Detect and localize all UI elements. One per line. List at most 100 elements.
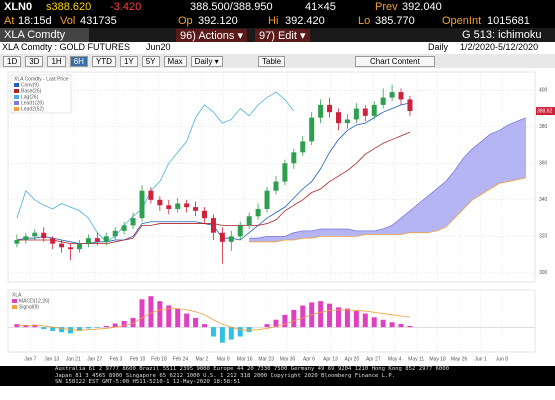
histogram-bar bbox=[282, 314, 288, 328]
histogram-bar bbox=[264, 324, 270, 328]
range-button[interactable]: 6H bbox=[69, 56, 88, 67]
last-price-label: 388.62 bbox=[537, 108, 553, 114]
histogram-bar bbox=[300, 305, 306, 328]
y-tick-label: 340 bbox=[539, 197, 548, 203]
last-price-tag bbox=[536, 107, 555, 116]
histogram-bar bbox=[59, 327, 65, 333]
time-label: At bbox=[4, 15, 15, 27]
candle-body bbox=[335, 112, 341, 124]
prev-label: Prev bbox=[375, 1, 398, 13]
candle-body bbox=[94, 238, 100, 242]
chart-content-button[interactable]: Chart Content bbox=[355, 56, 435, 67]
low-label: Lo bbox=[358, 15, 371, 27]
x-tick-label: May 11 bbox=[408, 356, 424, 362]
histogram-bar bbox=[202, 324, 208, 328]
x-tick-label: Feb 3 bbox=[110, 356, 123, 362]
candle-body bbox=[389, 92, 395, 98]
histogram-bar bbox=[398, 324, 404, 328]
legend-title: XLA bbox=[12, 292, 22, 298]
candle-body bbox=[41, 232, 47, 239]
footer-line: Australia 61 2 9777 8600 Brazil 5511 239… bbox=[55, 366, 450, 372]
legend-label: Lag(26) bbox=[21, 94, 39, 100]
histogram-bar bbox=[68, 327, 74, 334]
histogram-bar bbox=[85, 327, 91, 329]
legend-label: Base(26) bbox=[21, 88, 42, 94]
table-button[interactable]: Table bbox=[258, 56, 286, 67]
bid-ask: 388.500/388.950 bbox=[190, 1, 273, 13]
histogram-bar bbox=[291, 309, 297, 328]
range-button[interactable]: YTD bbox=[91, 56, 116, 67]
candle-body bbox=[76, 243, 82, 250]
histogram-bar bbox=[344, 308, 350, 328]
security[interactable]: XLA Comdty bbox=[0, 28, 90, 42]
range-button[interactable]: Daily ▾ bbox=[190, 56, 223, 67]
candle-body bbox=[157, 199, 163, 206]
legend-swatch bbox=[14, 95, 19, 99]
candle-body bbox=[32, 232, 38, 237]
candle-body bbox=[50, 238, 56, 244]
histogram-bar bbox=[175, 308, 181, 328]
histogram-bar bbox=[353, 311, 359, 328]
high: 392.420 bbox=[285, 15, 325, 27]
size: 41×45 bbox=[305, 1, 336, 13]
candle-body bbox=[344, 119, 350, 124]
function: G 513: ichimoku bbox=[462, 29, 542, 41]
histogram-bar bbox=[94, 327, 100, 328]
histogram-bar bbox=[389, 322, 395, 328]
x-tick-label: Jun 1 bbox=[474, 356, 486, 362]
histogram-bar bbox=[407, 325, 413, 328]
candle-body bbox=[210, 218, 216, 233]
candle-body bbox=[103, 236, 109, 242]
y-tick-label: 400 bbox=[539, 88, 548, 94]
footer-line: SN 158122 EST GMT-5:00 H511-5210-1 12-Ma… bbox=[55, 379, 241, 385]
candle-body bbox=[353, 108, 359, 120]
legend-label: MACD(12,26) bbox=[19, 298, 50, 304]
histogram-bar bbox=[327, 303, 333, 328]
button-bar: Table Chart Content 1D 3D 1H 6H YTD 1Y 5Y Max Da… bbox=[0, 54, 555, 68]
x-tick-label: Jun 8 bbox=[496, 356, 508, 362]
candle-body bbox=[175, 203, 181, 209]
range-button[interactable]: 1Y bbox=[119, 56, 138, 67]
x-tick-label: May 4 bbox=[388, 356, 402, 362]
high-label: Hi bbox=[268, 15, 279, 27]
edit-menu[interactable]: 97) Edit ▾ bbox=[255, 29, 310, 42]
candle-body bbox=[112, 230, 118, 237]
footer-line: Japan 81 3 4565 8900 Singapore 65 6212 1… bbox=[55, 372, 396, 379]
histogram-bar bbox=[362, 313, 368, 328]
histogram-bar bbox=[121, 321, 127, 328]
range-button[interactable]: Max bbox=[163, 56, 187, 67]
candle-body bbox=[139, 190, 145, 219]
histogram-bar bbox=[228, 327, 234, 340]
histogram-bar bbox=[50, 327, 56, 331]
legend-label: Signal(9) bbox=[19, 304, 39, 310]
contract: Jun20 bbox=[146, 42, 171, 52]
x-tick-label: Mar 2 bbox=[195, 356, 208, 362]
histogram-bar bbox=[380, 319, 386, 328]
x-tick-label: Feb 18 bbox=[151, 356, 167, 362]
candle-body bbox=[14, 240, 20, 244]
x-tick-label: Mar 23 bbox=[258, 356, 274, 362]
histogram-bar bbox=[103, 325, 109, 328]
indicator-line bbox=[249, 117, 527, 239]
legend-label: Lead2(52) bbox=[21, 106, 44, 112]
range-button[interactable]: 5Y bbox=[141, 56, 160, 67]
y-tick-label: 300 bbox=[539, 270, 548, 276]
vol-label: Vol bbox=[60, 15, 76, 27]
x-tick-label: Mar 30 bbox=[280, 356, 296, 362]
y-tick-label: 360 bbox=[539, 161, 548, 167]
x-tick-label: Apr 27 bbox=[366, 356, 381, 362]
legend-swatch bbox=[12, 305, 17, 309]
open-label: Op bbox=[178, 15, 193, 27]
candle-body bbox=[398, 92, 404, 100]
histogram-bar bbox=[210, 327, 216, 337]
histogram-bar bbox=[335, 307, 341, 328]
range-button[interactable]: 1D bbox=[3, 56, 22, 67]
x-tick-label: May 18 bbox=[429, 356, 446, 362]
actions-menu[interactable]: 96) Actions ▾ bbox=[176, 29, 247, 42]
range-button[interactable]: 3D bbox=[25, 56, 44, 67]
ticker: XLN0 bbox=[4, 1, 33, 13]
candle-body bbox=[371, 104, 377, 116]
range-button[interactable]: 1H bbox=[47, 56, 66, 67]
last-price: s388.620 bbox=[46, 1, 92, 13]
